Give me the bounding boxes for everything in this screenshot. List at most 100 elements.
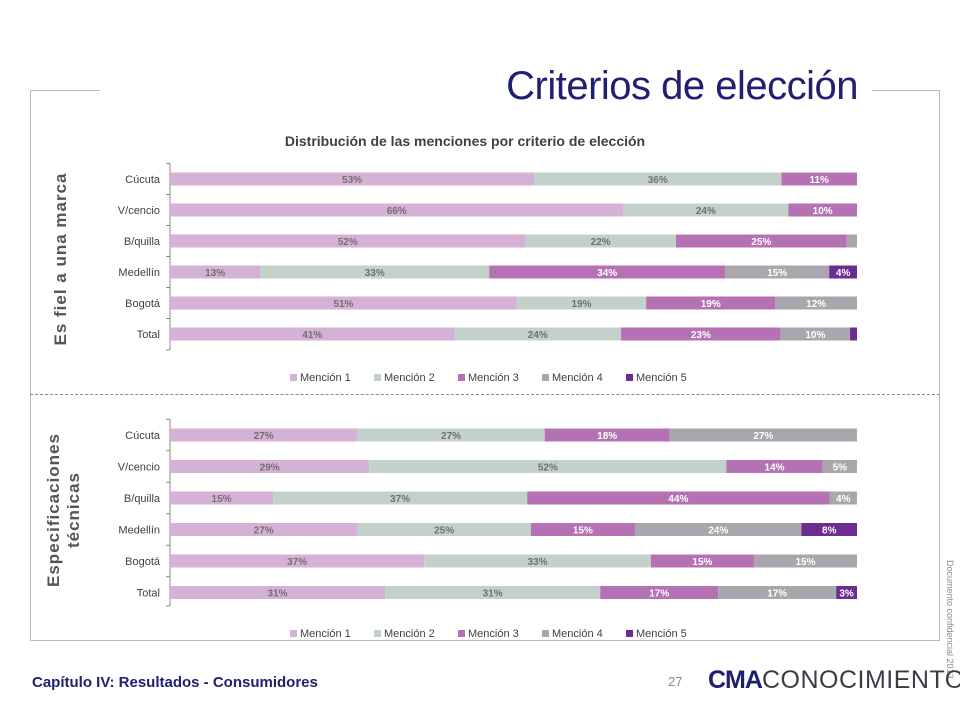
chart-bottom-category-label: Medellín	[118, 525, 160, 537]
chart-top-data-label: 23%	[691, 330, 711, 341]
chart-bottom-bar-segment	[836, 586, 857, 599]
frame-top-left-line	[30, 90, 100, 91]
chart-top-data-label: 36%	[648, 175, 668, 186]
chart-bottom-bar-segment	[669, 428, 857, 442]
chart-top-data-label: 11%	[809, 175, 829, 186]
chart-bottom-bar-segment	[544, 428, 670, 442]
chart-top-data-label: 19%	[572, 299, 592, 310]
chart-top-category-label: V/cencio	[118, 205, 160, 217]
chart-bottom-legend-swatch	[458, 630, 465, 637]
chart-top-data-label: 25%	[751, 237, 771, 248]
chart-bottom-category-label: B/quilla	[124, 493, 161, 505]
chart-bottom-bar-segment	[424, 554, 651, 568]
chart-top-data-label: 53%	[342, 175, 362, 186]
chart-bottom-bar-segment	[634, 523, 802, 536]
chart-bottom-bar-segment	[170, 491, 274, 505]
chart-top-data-label: 13%	[205, 268, 225, 279]
chart-top-data-label: 52%	[338, 237, 358, 248]
chart-top-data-label: 41%	[302, 330, 322, 341]
chart-bottom-data-label: 29%	[260, 463, 280, 474]
chart-top-data-label: 10%	[805, 330, 825, 341]
chart-top-bar-segment	[775, 296, 857, 310]
chart-top-bar-segment	[525, 234, 676, 248]
confidential-note: Documento confidencial 2013.	[945, 560, 955, 682]
footer-chapter: Capítulo IV: Resultados - Consumidores	[32, 674, 318, 691]
chart-top-bar-segment	[780, 327, 851, 341]
chart-bottom-bar-segment	[822, 460, 857, 473]
chart-bottom-bar-segment	[170, 523, 358, 536]
chart-top-bar-segment	[170, 265, 261, 279]
chart-top-bar-segment	[170, 327, 455, 341]
chart-top-data-label: 19%	[701, 299, 721, 310]
chart-bottom-bar-segment	[530, 523, 635, 536]
chart-top-bar-segment	[675, 234, 847, 248]
chart-bottom-data-label: 27%	[254, 431, 274, 442]
chart-bottom-legend-label: Mención 4	[552, 628, 603, 640]
chart-top-category-label: Bogotá	[125, 298, 161, 310]
chart-top-bar-segment	[454, 327, 622, 341]
chart-top-data-label: 10%	[813, 206, 833, 217]
chart-bottom-data-label: 24%	[708, 526, 728, 537]
chart-bottom-data-label: 15%	[795, 557, 815, 568]
chart-bottom-data-label: 25%	[434, 526, 454, 537]
chart-bottom: Cúcuta 27% 27% 18% 27% V/cencio 29% 52% 14% 5% B/q…	[118, 418, 857, 640]
chart-bottom-bar-segment	[527, 491, 830, 505]
chart-bottom-legend-swatch	[626, 630, 633, 637]
chart-bottom-bar-segment	[718, 586, 837, 599]
chart-top-bar-segment	[534, 172, 782, 186]
chart-bottom-data-label: 17%	[649, 589, 669, 600]
chart-bottom-data-label: 37%	[390, 494, 410, 505]
section-divider	[30, 394, 940, 395]
chart-top-bar-segment	[170, 296, 517, 310]
chart-top-bar-segment	[623, 203, 789, 217]
chart-bottom-bar-segment	[600, 586, 719, 599]
section-label-specs: Especificaciones técnicas	[44, 410, 88, 610]
chart-top-data-label: 4%	[836, 268, 851, 279]
chart-top-data-label: 15%	[767, 268, 787, 279]
chart-top-bar-segment	[781, 172, 857, 186]
chart-bottom-category-label: Total	[137, 588, 160, 600]
chart-bottom-data-label: 17%	[767, 589, 787, 600]
chart-top-bar-segment	[788, 203, 857, 217]
chart-top-bar-segment	[170, 203, 624, 217]
chart-top-legend-swatch	[458, 374, 465, 381]
chart-bottom-data-label: 31%	[483, 589, 503, 600]
chart-top-category-label: B/quilla	[124, 236, 161, 248]
chart-top-legend-swatch	[374, 374, 381, 381]
chart-bottom-data-label: 52%	[538, 463, 558, 474]
page-title: Criterios de elección	[506, 64, 858, 108]
chart-bottom-bar-segment	[170, 428, 358, 442]
chart-bottom-legend-label: Mención 2	[384, 628, 435, 640]
chart-bottom-data-label: 27%	[441, 431, 461, 442]
chart-top-bar-segment	[260, 265, 490, 279]
chart-bottom-data-label: 15%	[212, 494, 232, 505]
chart-top-legend-label: Mención 2	[384, 372, 435, 384]
chart-top-data-label: 33%	[365, 268, 385, 279]
chart-bottom-legend-label: Mención 3	[468, 628, 519, 640]
chart-top-bar-segment	[489, 265, 726, 279]
logo-rest-text: CONOCIMIENTO	[761, 666, 960, 694]
chart-bottom-data-label: 15%	[692, 557, 712, 568]
section-label-specs-line2: técnicas	[64, 471, 83, 549]
chart-bottom-bar-segment	[357, 523, 531, 536]
chart-bottom-data-label: 8%	[822, 526, 837, 537]
chart-bottom-legend-swatch	[542, 630, 549, 637]
chart-bottom-bar-segment	[385, 586, 601, 599]
chart-bottom-data-label: 4%	[836, 494, 851, 505]
chart-bottom-data-label: 33%	[528, 557, 548, 568]
chart-top-category-label: Medellín	[118, 267, 160, 279]
chart-bottom-data-label: 27%	[254, 526, 274, 537]
chart-top-data-label: 34%	[597, 268, 617, 279]
chart-bottom-bar-segment	[170, 460, 370, 473]
chart-top-legend-label: Mención 5	[636, 372, 687, 384]
chart-top-legend-label: Mención 4	[552, 372, 603, 384]
chart-bottom-bar-segment	[753, 554, 857, 568]
frame-left-line	[30, 90, 31, 640]
chart-top-bar-segment	[646, 296, 776, 310]
frame-bottom-line	[30, 640, 940, 641]
section-label-specs-line1: Especificaciones	[44, 433, 63, 587]
chart-bottom-bar-segment	[369, 460, 727, 473]
chart-top-data-label: 24%	[528, 330, 548, 341]
chart-bottom-data-label: 44%	[668, 494, 688, 505]
chart-top-bar-segment	[850, 327, 857, 341]
